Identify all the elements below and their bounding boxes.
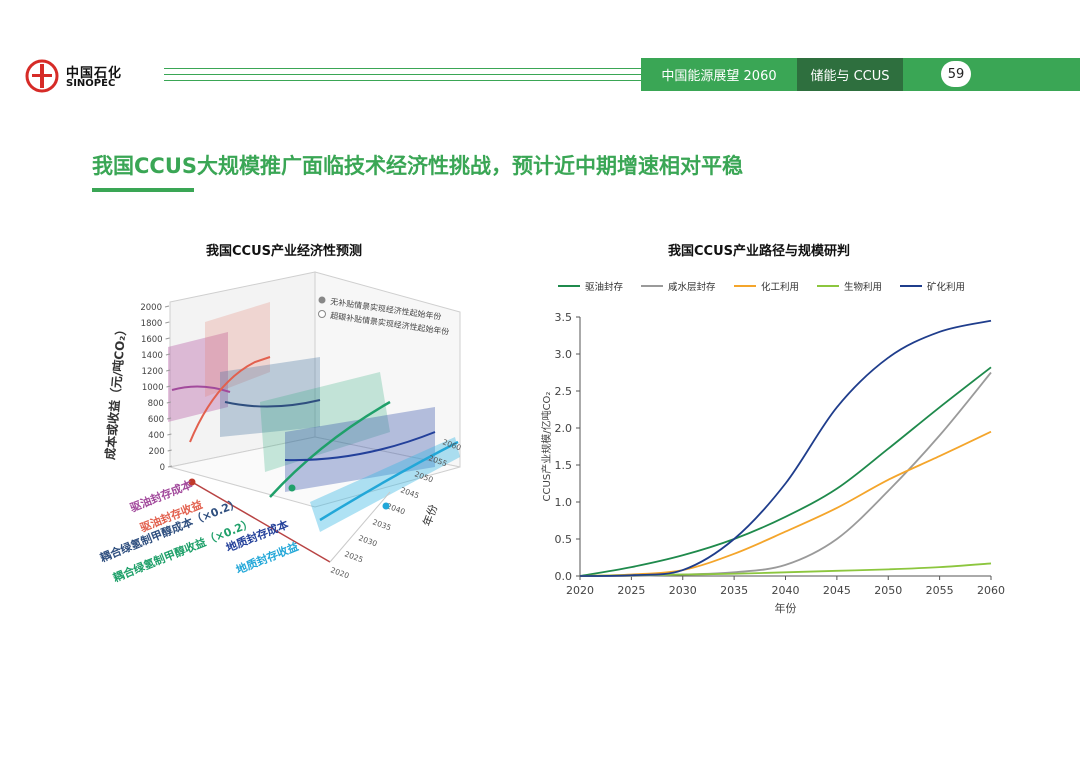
z-tick-label: 400 — [148, 431, 164, 441]
z-tick — [167, 433, 172, 436]
legend-marker-no-subsidy — [318, 296, 326, 304]
chart-legend: 驱油封存 咸水层封存 化工利用 生物利用 矿化利用 — [558, 281, 965, 293]
series-line — [579, 366, 992, 577]
year-tick-label: 2035 — [371, 517, 392, 532]
y-tick-label: 3.0 — [555, 348, 573, 361]
right-chart-title: 我国CCUS产业路径与规模研判 — [668, 244, 851, 259]
header-section: 中国能源展望 2060 — [641, 58, 797, 91]
z-axis-ticks: 0 200 400 600 800 1000 1200 1400 1600 1800 2000 — [140, 303, 173, 473]
band-methanol-cost — [220, 357, 320, 437]
x-tick-label: 2055 — [926, 584, 954, 597]
logo-text-cn: 中国石化 — [66, 66, 123, 81]
z-tick-label: 0 — [160, 463, 165, 473]
header-rule — [164, 74, 641, 75]
band-methanol-revenue — [260, 372, 390, 472]
z-tick-label: 1400 — [141, 351, 163, 361]
year-tick-label: 2020 — [329, 565, 350, 580]
line-methanol-revenue — [269, 400, 391, 498]
z-tick-label: 800 — [148, 399, 164, 409]
z-axis-label: 成本或收益（元/吨CO₂） — [102, 323, 129, 460]
logo-text-en: SINOPEC — [66, 78, 116, 89]
left-chart-title: 我国CCUS产业经济性预测 — [206, 244, 363, 259]
year-tick-label: 2025 — [343, 549, 364, 564]
title-underline — [92, 188, 194, 192]
z-tick — [166, 385, 171, 388]
x-tick-label: 2045 — [823, 584, 851, 597]
year-axis — [329, 491, 391, 563]
line-geo-revenue — [319, 440, 459, 522]
floor — [169, 436, 461, 508]
y-tick-label: 0.5 — [555, 533, 573, 546]
line-oil-revenue — [189, 356, 271, 443]
series-line — [579, 371, 992, 578]
y-tick-label: 1.5 — [555, 459, 573, 472]
z-tick — [166, 417, 172, 420]
legend-label: 化工利用 — [761, 281, 799, 293]
economics-3d-chart: 0 200 400 600 800 1000 1200 1400 1600 1800 2000 成本… — [98, 271, 463, 585]
x-axis-title: 年份 — [775, 601, 797, 615]
series-line — [579, 430, 992, 577]
chart-axes: 0.0 0.5 1.0 1.5 2.0 2.5 3.0 3.5 2020 2025 2030 2035… — [555, 311, 1006, 597]
oil-start-marker — [188, 478, 196, 486]
x-tick-label: 2030 — [669, 584, 697, 597]
x-tick-label: 2020 — [566, 584, 594, 597]
z-tick-label: 1600 — [141, 335, 163, 345]
z-tick — [166, 401, 171, 404]
chart-series — [579, 319, 992, 578]
year-tick-label: 2030 — [357, 533, 378, 548]
header-page-bg — [903, 58, 1080, 91]
z-tick-label: 600 — [148, 415, 164, 425]
methanol-start-marker — [288, 484, 296, 492]
z-tick — [165, 353, 171, 356]
z-tick-label: 2000 — [140, 303, 162, 313]
header-rule — [164, 80, 641, 81]
z-tick — [167, 449, 172, 452]
legend-label: 驱油封存 — [585, 281, 624, 293]
x-tick-label: 2025 — [617, 584, 645, 597]
legend-label: 矿化利用 — [927, 281, 965, 293]
z-tick — [165, 321, 170, 324]
y-tick-label: 1.0 — [555, 496, 573, 509]
z-tick-label: 1800 — [141, 319, 163, 329]
x-tick-label: 2040 — [772, 584, 800, 597]
ccus-scale-line-chart: 驱油封存 咸水层封存 化工利用 生物利用 矿化利用 0.0 0.5 1.0 1.5 2.0 2.5… — [540, 281, 1006, 615]
z-tick-label: 1000 — [142, 383, 164, 393]
y-tick-label: 2.0 — [555, 422, 573, 435]
line-methanol-cost — [224, 399, 321, 408]
y-tick-label: 2.5 — [555, 385, 573, 398]
line-geo-cost — [284, 431, 436, 462]
legend-marker-subsidy — [318, 310, 326, 318]
header-topic: 储能与 CCUS — [797, 58, 903, 91]
legend-label: 生物利用 — [844, 281, 882, 293]
z-tick-label: 1200 — [142, 367, 164, 377]
x-tick-label: 2060 — [977, 584, 1005, 597]
year-axis-label: 年份 — [420, 503, 441, 528]
series-line — [579, 319, 992, 577]
sinopec-logo-icon — [25, 59, 59, 93]
x-tick-label: 2050 — [874, 584, 902, 597]
sinopec-logo: 中国石化 SINOPEC — [24, 58, 134, 94]
legend-label: 咸水层封存 — [668, 281, 716, 293]
y-tick-label: 3.5 — [555, 311, 573, 324]
header-rule — [164, 68, 641, 69]
z-tick — [167, 465, 173, 468]
x-tick-label: 2035 — [720, 584, 748, 597]
band-oil-revenue — [205, 302, 270, 397]
y-axis-title: CCUS产业规模/亿吨CO₂ — [540, 392, 553, 502]
z-tick — [164, 305, 170, 308]
page-title: 我国CCUS大规模推广面临技术经济性挑战，预计近中期增速相对平稳 — [92, 154, 743, 178]
y-tick-label: 0.0 — [555, 570, 573, 583]
line-oil-cost — [171, 385, 231, 393]
geo-start-marker — [382, 502, 390, 510]
year-tick-label: 2045 — [399, 485, 420, 500]
band-geo-cost — [285, 407, 435, 492]
z-tick-label: 200 — [148, 447, 164, 457]
category-axis — [191, 481, 331, 563]
z-tick — [166, 369, 171, 372]
page-number: 59 — [941, 61, 971, 87]
z-tick — [165, 337, 170, 340]
